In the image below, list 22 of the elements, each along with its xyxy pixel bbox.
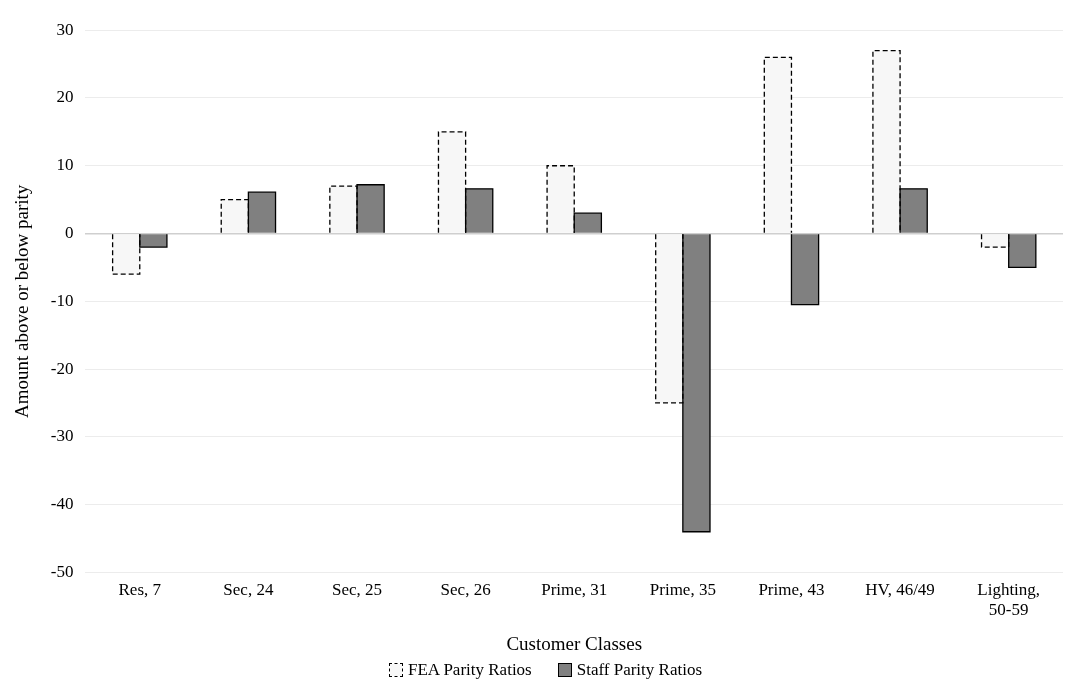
x-tick-label: Res, 7	[118, 580, 162, 600]
x-tick-label: Lighting, 50-59	[977, 580, 1041, 620]
y-tick-label: -50	[50, 561, 74, 581]
y-tick-label: 20	[56, 87, 74, 107]
y-tick-label: -40	[50, 494, 74, 514]
y-axis-title: Amount above or below parity	[11, 184, 33, 418]
x-tick-label: Sec, 24	[223, 580, 274, 600]
x-tick-label: Prime, 43	[758, 580, 825, 600]
x-tick-label: Sec, 26	[440, 580, 491, 600]
x-tick-label: HV, 46/49	[865, 580, 935, 600]
x-tick-label: Sec, 25	[331, 580, 383, 600]
x-axis-title: Customer Classes	[506, 632, 643, 654]
y-tick-label: 10	[56, 155, 74, 175]
y-tick-label: -10	[50, 290, 74, 310]
x-tick-label: Prime, 35	[649, 580, 716, 600]
y-tick-label: 0	[64, 222, 74, 242]
y-tick-label: -20	[50, 358, 74, 378]
legend-label: FEA Parity Ratios	[407, 660, 532, 680]
y-tick-label: -30	[50, 426, 74, 446]
legend-label: Staff Parity Ratios	[576, 660, 703, 680]
x-tick-label: Prime, 31	[541, 580, 608, 600]
y-tick-label: 30	[56, 19, 74, 39]
